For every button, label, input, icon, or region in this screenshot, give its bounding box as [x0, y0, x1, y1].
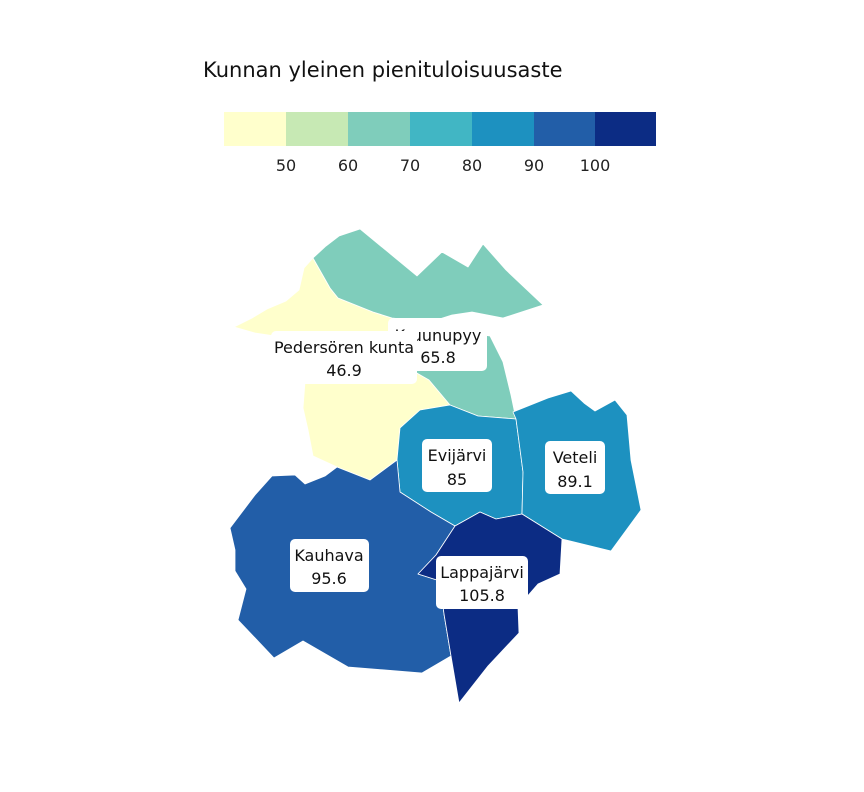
label-box [290, 539, 369, 592]
label-value: 85 [447, 470, 467, 489]
legend-swatch-4 [410, 112, 472, 146]
legend-tick-90: 90 [524, 156, 544, 175]
label-name: Evijärvi [428, 446, 487, 465]
municipality-labels: Kruunupyy 65.8 Pedersören kunta 46.9 Evi… [271, 318, 605, 609]
label-pedersore: Pedersören kunta 46.9 [271, 331, 417, 384]
label-evijarvi: Evijärvi 85 [422, 439, 492, 492]
label-box [271, 331, 417, 384]
legend-swatch-2 [286, 112, 348, 146]
legend-tick-50: 50 [276, 156, 296, 175]
legend-tick-100: 100 [580, 156, 611, 175]
label-veteli: Veteli 89.1 [545, 441, 605, 494]
label-value: 65.8 [420, 348, 456, 367]
label-box [545, 441, 605, 494]
label-value: 89.1 [557, 472, 593, 491]
label-name: Veteli [553, 448, 598, 467]
legend-swatch-1 [224, 112, 286, 146]
legend-tick-70: 70 [400, 156, 420, 175]
legend-ticks: 50 60 70 80 90 100 [276, 156, 610, 175]
legend-swatch-7 [595, 112, 656, 146]
legend-title: Kunnan yleinen pienituloisuusaste [203, 58, 563, 82]
label-name: Lappajärvi [440, 563, 524, 582]
legend-tick-80: 80 [462, 156, 482, 175]
legend-swatch-6 [534, 112, 595, 146]
label-name: Kauhava [294, 546, 363, 565]
label-value: 95.6 [311, 569, 347, 588]
label-kauhava: Kauhava 95.6 [290, 539, 369, 592]
label-name: Pedersören kunta [274, 338, 414, 357]
legend-swatch-5 [472, 112, 534, 146]
legend-tick-60: 60 [338, 156, 358, 175]
label-box [422, 439, 492, 492]
legend: Kunnan yleinen pienituloisuusaste 50 60 … [203, 58, 656, 175]
label-box [436, 556, 528, 609]
label-value: 105.8 [459, 586, 505, 605]
legend-swatch-3 [348, 112, 410, 146]
label-value: 46.9 [326, 361, 362, 380]
legend-colorbar [224, 112, 656, 146]
label-lappajarvi: Lappajärvi 105.8 [436, 556, 528, 609]
